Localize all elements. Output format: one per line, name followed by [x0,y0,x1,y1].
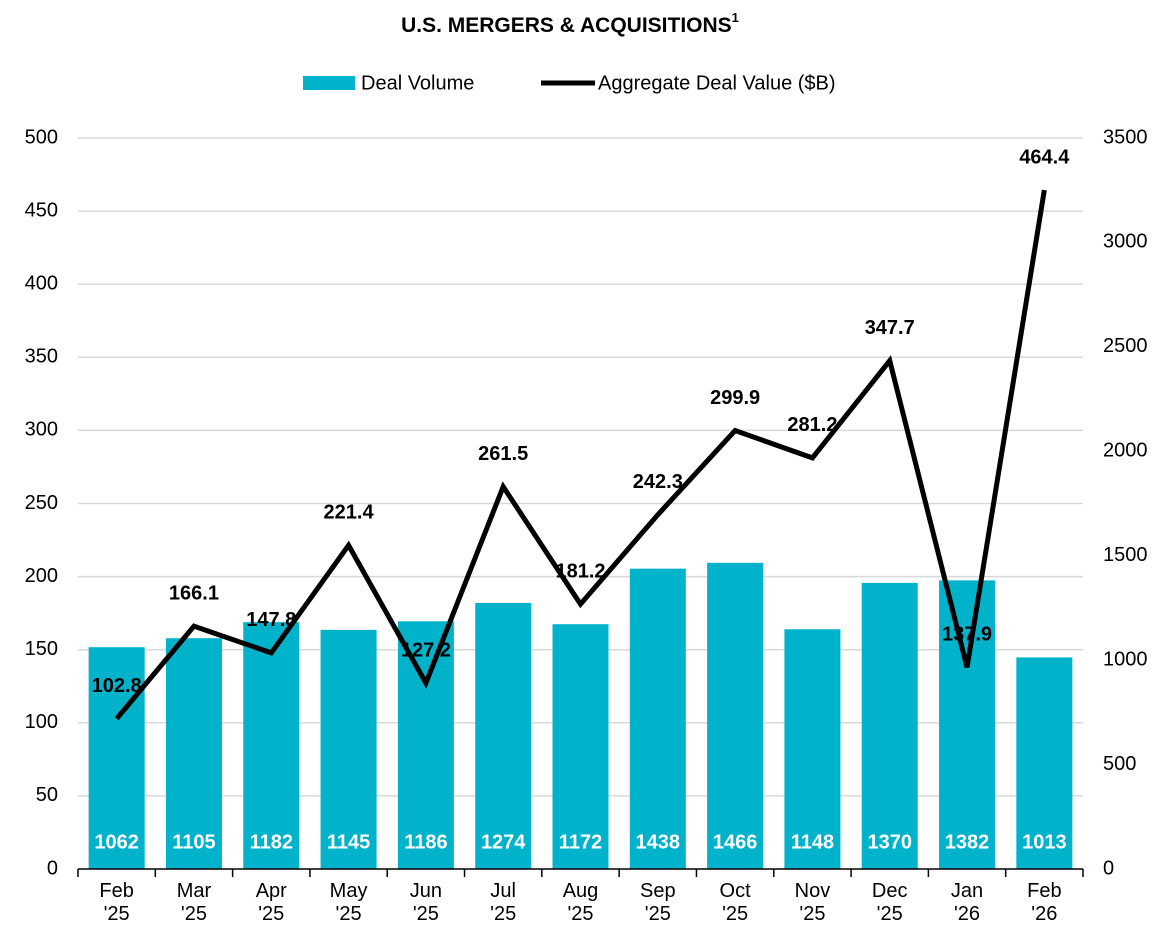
bar [861,582,918,869]
bar-label: 1172 [559,831,602,853]
bar-label: 1370 [867,831,912,853]
bar-label: 1105 [172,831,215,853]
bar [320,629,377,869]
line-label: 147.8 [246,609,296,631]
y-tick-label: 300 [25,419,58,441]
x-tick-label: Jun '25 [409,880,442,925]
line-label: 166.1 [169,582,219,604]
y2-tick-label: 1500 [1103,544,1148,566]
y2-tick-label: 500 [1103,753,1136,775]
bar [475,602,532,869]
y2-tick-label: 2000 [1103,440,1148,462]
x-tick-label: Feb '26 [1027,880,1062,925]
y2-tick-label: 2500 [1103,335,1148,357]
x-tick-label: May '25 [329,880,368,925]
line-label: 347.7 [865,317,915,339]
y-tick-label: 400 [25,272,58,294]
line-label: 299.9 [710,387,760,409]
bar [552,624,609,869]
x-tick-label: Aug '25 [562,880,599,925]
bar [88,647,145,869]
line-label: 127.2 [401,639,451,661]
y-tick-label: 450 [25,199,58,221]
y-tick-label: 200 [25,565,58,587]
bar-label: 1274 [481,831,526,853]
x-tick-label: Apr '25 [255,880,287,925]
bar-label: 1062 [94,831,139,853]
y2-tick-label: 1000 [1103,648,1148,670]
bar [397,621,454,869]
bar-label: 1148 [791,831,834,853]
line-label: 261.5 [478,443,528,465]
bar [707,562,764,869]
legend-swatch [303,76,355,90]
title-text: U.S. MERGERS & ACQUISITIONS [401,14,732,37]
bar [165,638,222,869]
y-tick-label: 50 [36,784,58,806]
line-label: 181.2 [555,560,605,582]
line-label: 102.8 [92,675,142,697]
y-tick-label: 250 [25,492,58,514]
bar [784,629,841,869]
y2-tick-label: 0 [1103,857,1114,879]
title-superscript: 1 [732,10,739,25]
bar-label: 1438 [636,831,681,853]
y2-tick-label: 3500 [1103,126,1148,148]
line [114,189,1047,721]
line-label: 242.3 [633,471,683,493]
legend-label: Deal Volume [361,72,474,94]
bar-label: 1182 [250,831,293,853]
legend: Deal Volume Aggregate Deal Value ($B) [303,72,836,94]
y-tick-label: 500 [25,126,58,148]
y-tick-label: 350 [25,346,58,368]
bar-label: 1382 [945,831,990,853]
x-tick-label: Mar '25 [176,880,212,925]
bar-label: 1145 [327,831,370,853]
y-tick-label: 0 [47,857,58,879]
x-tick-label: Sep '25 [640,880,676,925]
x-tick-label: Nov '25 [794,880,831,925]
bar [1016,657,1073,869]
line-label: 221.4 [324,502,375,524]
chart-title: U.S. MERGERS & ACQUISITIONS1 [401,10,739,36]
y-tick-label: 100 [25,711,58,733]
x-tick-label: Jul '25 [490,880,517,925]
y2-tick-label: 3000 [1103,231,1148,253]
bar-label: 1466 [713,831,758,853]
bar [243,622,300,869]
line-label: 137.9 [942,624,992,646]
bar-label: 1013 [1022,831,1067,853]
y-tick-label: 150 [25,638,58,660]
bar-label: 1186 [404,831,447,853]
x-tick-label: Jan '26 [950,880,984,925]
bar [939,580,996,869]
line-label: 464.4 [1019,146,1070,168]
x-tick-label: Feb '25 [99,880,134,925]
line-label: 281.2 [787,414,837,436]
x-tick-label: Dec '25 [871,880,908,925]
legend-label: Aggregate Deal Value ($B) [598,72,836,94]
x-tick-label: Oct '25 [719,880,751,925]
bar [629,568,686,869]
